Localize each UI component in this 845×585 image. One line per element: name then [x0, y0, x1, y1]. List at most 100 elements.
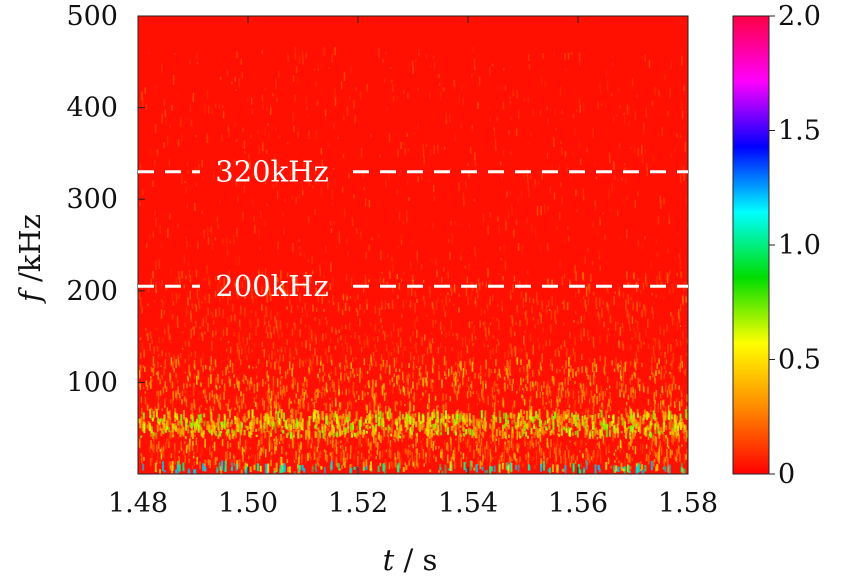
spectrogram-speckle — [400, 240, 403, 246]
spectrogram-speckle — [447, 468, 450, 471]
spectrogram-speckle — [218, 398, 220, 407]
spectrogram-speckle — [264, 220, 266, 227]
spectrogram-speckle — [298, 422, 301, 432]
spectrogram-speckle — [626, 310, 628, 317]
spectrogram-speckle — [418, 53, 420, 56]
spectrogram-speckle — [398, 384, 400, 391]
spectrogram-speckle — [594, 375, 596, 378]
spectrogram-speckle — [599, 335, 601, 344]
spectrogram-speckle — [357, 456, 359, 465]
spectrogram-speckle — [632, 394, 634, 403]
spectrogram-speckle — [262, 141, 264, 152]
spectrogram-speckle — [289, 347, 291, 358]
spectrogram-speckle — [233, 456, 236, 466]
spectrogram-speckle — [389, 449, 392, 460]
spectrogram-speckle — [676, 448, 678, 457]
spectrogram-speckle — [642, 469, 645, 474]
spectrogram-speckle — [373, 436, 375, 444]
spectrogram-speckle — [556, 368, 558, 374]
spectrogram-speckle — [432, 320, 434, 328]
spectrogram-speckle — [322, 375, 324, 382]
spectrogram-speckle — [209, 429, 212, 434]
spectrogram-speckle — [300, 434, 303, 438]
spectrogram-speckle — [169, 410, 171, 413]
spectrogram-speckle — [649, 423, 652, 433]
spectrogram-speckle — [655, 437, 658, 447]
spectrogram-speckle — [363, 358, 366, 365]
spectrogram-speckle — [266, 332, 269, 339]
spectrogram-speckle — [385, 343, 388, 350]
spectrogram-speckle — [415, 438, 417, 447]
spectrogram-speckle — [490, 466, 493, 472]
spectrogram-speckle — [471, 124, 474, 132]
spectrogram-speckle — [656, 463, 659, 471]
spectrogram-speckle — [416, 454, 418, 461]
spectrogram-speckle — [242, 127, 244, 132]
spectrogram-speckle — [559, 444, 561, 451]
spectrogram-speckle — [299, 399, 301, 409]
spectrogram-speckle — [259, 465, 262, 472]
spectrogram-speckle — [242, 466, 245, 469]
spectrogram-speckle — [206, 425, 209, 430]
spectrogram-speckle — [156, 149, 158, 153]
spectrogram-speckle — [572, 152, 574, 156]
spectrogram-speckle — [415, 342, 417, 352]
spectrogram-speckle — [504, 444, 507, 450]
spectrogram-speckle — [268, 444, 271, 452]
spectrogram-speckle — [566, 448, 569, 451]
spectrogram-speckle — [372, 396, 375, 401]
spectrogram-speckle — [548, 417, 551, 421]
spectrogram-speckle — [439, 464, 442, 471]
spectrogram-speckle — [466, 276, 469, 284]
spectrogram-speckle — [149, 147, 152, 157]
spectrogram-speckle — [392, 263, 394, 273]
spectrogram-speckle — [629, 378, 631, 385]
spectrogram-speckle — [215, 378, 217, 388]
spectrogram-speckle — [303, 252, 306, 259]
spectrogram-speckle — [516, 305, 518, 313]
spectrogram-speckle — [416, 433, 418, 443]
spectrogram-speckle — [265, 149, 268, 155]
spectrogram-speckle — [161, 429, 164, 433]
spectrogram-speckle — [318, 433, 320, 443]
spectrogram-speckle — [505, 434, 507, 440]
spectrogram-speckle — [477, 457, 479, 466]
spectrogram-speckle — [193, 434, 196, 437]
spectrogram-speckle — [546, 380, 549, 388]
spectrogram-speckle — [613, 425, 616, 434]
spectrogram-speckle — [422, 378, 425, 388]
spectrogram-speckle — [214, 290, 217, 298]
spectrogram-speckle — [186, 203, 189, 209]
spectrogram-speckle — [234, 416, 237, 420]
spectrogram-speckle — [622, 468, 625, 472]
spectrogram-speckle — [154, 84, 157, 88]
spectrogram-speckle — [527, 270, 529, 275]
spectrogram-speckle — [473, 325, 475, 333]
spectrogram-speckle — [418, 412, 421, 422]
spectrogram-speckle — [141, 306, 143, 314]
spectrogram-speckle — [509, 343, 511, 348]
spectrogram-speckle — [249, 432, 252, 439]
spectrogram-speckle — [523, 410, 525, 414]
spectrogram-speckle — [288, 466, 291, 473]
spectrogram-speckle — [158, 354, 160, 358]
spectrogram-speckle — [169, 124, 171, 128]
spectrogram-speckle — [668, 422, 671, 430]
spectrogram-speckle — [294, 323, 296, 330]
spectrogram-speckle — [292, 112, 294, 122]
spectrogram-speckle — [325, 333, 327, 339]
spectrogram-speckle — [448, 368, 450, 377]
spectrogram-speckle — [512, 284, 514, 293]
spectrogram-speckle — [397, 416, 400, 420]
spectrogram-speckle — [418, 453, 421, 459]
spectrogram-speckle — [140, 396, 143, 403]
spectrogram-speckle — [234, 256, 237, 266]
spectrogram-speckle — [219, 385, 221, 389]
spectrogram-speckle — [215, 422, 218, 428]
spectrogram-speckle — [438, 82, 441, 86]
spectrogram-speckle — [342, 458, 345, 466]
spectrogram-speckle — [341, 391, 343, 395]
spectrogram-speckle — [253, 415, 256, 425]
spectrogram-speckle — [338, 402, 341, 408]
spectrogram-speckle — [295, 197, 297, 204]
